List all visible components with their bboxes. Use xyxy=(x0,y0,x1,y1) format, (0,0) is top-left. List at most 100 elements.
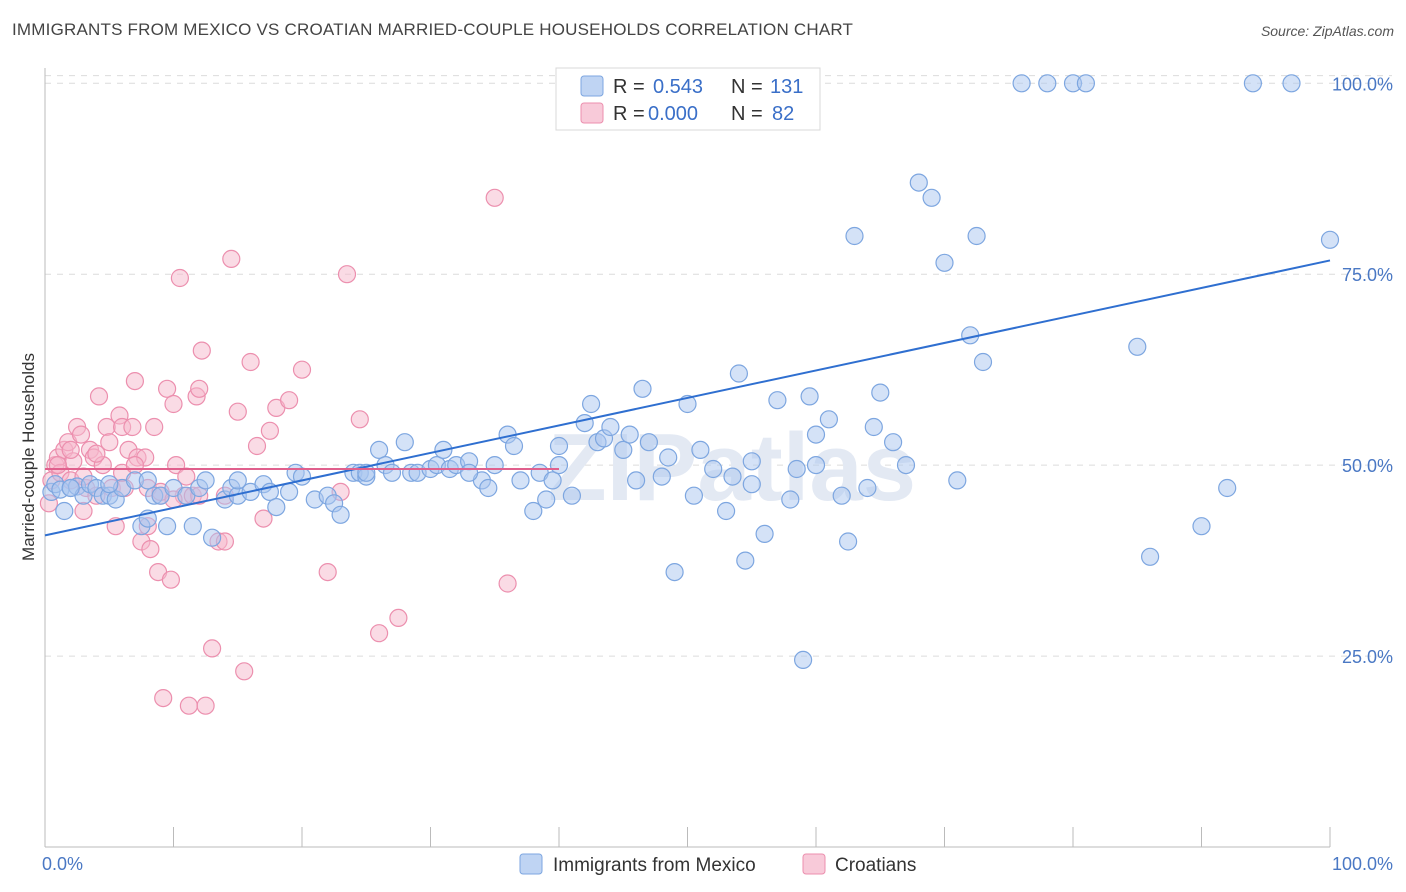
point-croatians-66 xyxy=(350,410,369,429)
point-mexico-55 xyxy=(479,478,498,498)
x-tick-label-min: 0.0% xyxy=(42,854,83,874)
point-mexico-115 xyxy=(1128,337,1147,356)
point-croatians-69 xyxy=(485,188,504,207)
y-tick-label-50: 50.0% xyxy=(1342,456,1393,476)
point-mexico-98 xyxy=(845,226,864,246)
point-croatians-56 xyxy=(241,352,260,372)
point-croatians-41 xyxy=(170,268,189,288)
point-croatians-72 xyxy=(61,440,80,459)
point-mexico-99 xyxy=(858,478,877,498)
point-mexico-111 xyxy=(1012,74,1031,93)
point-mexico-89 xyxy=(768,391,787,410)
legend-r-label-croatians: R = xyxy=(613,103,645,125)
point-mexico-74 xyxy=(633,379,652,398)
point-mexico-23 xyxy=(196,471,215,490)
point-croatians-32 xyxy=(141,539,160,559)
point-mexico-85 xyxy=(729,364,749,383)
y-tick-label-100: 100.0% xyxy=(1332,74,1393,94)
point-croatians-16 xyxy=(89,387,109,406)
point-mexico-18 xyxy=(158,517,177,536)
point-mexico-119 xyxy=(1243,74,1263,93)
point-croatians-59 xyxy=(260,421,279,440)
point-mexico-128 xyxy=(549,456,569,475)
point-croatians-27 xyxy=(125,372,144,391)
point-mexico-120 xyxy=(1282,74,1301,93)
point-mexico-84 xyxy=(723,467,742,486)
point-mexico-95 xyxy=(819,410,839,429)
point-mexico-38 xyxy=(331,505,350,524)
point-mexico-92 xyxy=(793,650,813,670)
point-mexico-130 xyxy=(806,456,826,475)
bottom-legend-swatch-mexico xyxy=(519,853,543,875)
point-croatians-49 xyxy=(196,696,215,715)
point-mexico-31 xyxy=(267,498,286,517)
point-mexico-32 xyxy=(280,482,299,501)
point-mexico-106 xyxy=(935,253,954,272)
point-mexico-86 xyxy=(736,551,755,570)
point-mexico-104 xyxy=(909,173,928,192)
y-tick-label-25: 25.0% xyxy=(1342,647,1393,667)
y-axis-label: Married-couple Households xyxy=(19,353,38,561)
point-mexico-127 xyxy=(460,463,479,482)
point-mexico-109 xyxy=(967,226,986,246)
point-mexico-83 xyxy=(716,501,736,521)
bottom-legend-label-croatians: Croatians xyxy=(835,855,916,876)
point-mexico-94 xyxy=(806,425,826,444)
point-mexico-60 xyxy=(524,501,543,521)
point-mexico-71 xyxy=(614,440,633,459)
point-mexico-87 xyxy=(742,475,761,494)
point-mexico-56 xyxy=(485,456,504,475)
point-mexico-42 xyxy=(370,440,389,459)
point-mexico-96 xyxy=(832,486,851,505)
point-mexico-73 xyxy=(626,471,646,490)
point-croatians-44 xyxy=(179,696,198,715)
point-croatians-53 xyxy=(222,249,241,268)
legend-n-value-croatians: 82 xyxy=(772,103,794,125)
x-tick-marks xyxy=(44,827,1331,847)
y-tick-label-75: 75.0% xyxy=(1342,265,1393,285)
point-mexico-110 xyxy=(973,352,993,372)
point-croatians-70 xyxy=(498,574,517,593)
point-mexico-100 xyxy=(864,417,883,437)
point-mexico-81 xyxy=(691,440,710,459)
point-croatians-36 xyxy=(154,688,173,708)
trendline-mexico xyxy=(44,259,1331,537)
points-layer xyxy=(39,74,1340,715)
point-mexico-65 xyxy=(562,486,582,505)
chart-title: IMMIGRANTS FROM MEXICO VS CROATIAN MARRI… xyxy=(12,20,854,39)
legend-swatch-croatians xyxy=(580,102,604,124)
point-croatians-37 xyxy=(158,379,177,398)
point-mexico-3 xyxy=(55,501,74,521)
point-mexico-44 xyxy=(382,463,402,482)
point-mexico-123 xyxy=(100,475,119,494)
point-mexico-58 xyxy=(504,436,524,456)
point-mexico-80 xyxy=(684,486,704,505)
point-mexico-62 xyxy=(537,490,556,509)
point-mexico-77 xyxy=(659,448,678,467)
legend-r-label-mexico: R = xyxy=(613,76,645,98)
point-croatians-55 xyxy=(235,662,254,681)
y-tick-labels: 100.0% 75.0% 50.0% 25.0% xyxy=(1332,74,1393,667)
point-croatians-61 xyxy=(280,391,299,410)
point-mexico-93 xyxy=(800,387,819,406)
point-croatians-50 xyxy=(203,639,222,658)
point-mexico-24 xyxy=(203,528,222,547)
point-croatians-11 xyxy=(74,501,93,521)
point-croatians-74 xyxy=(87,444,106,463)
point-mexico-63 xyxy=(543,471,562,490)
point-mexico-122 xyxy=(61,478,80,498)
point-mexico-117 xyxy=(1192,517,1211,536)
point-mexico-97 xyxy=(838,532,858,551)
point-mexico-76 xyxy=(652,467,671,486)
legend-n-label-croatians: N = xyxy=(731,103,763,125)
point-mexico-101 xyxy=(871,383,890,402)
point-mexico-102 xyxy=(883,433,903,452)
point-mexico-129 xyxy=(742,452,761,471)
point-croatians-38 xyxy=(161,570,180,589)
point-croatians-10 xyxy=(71,425,91,444)
point-croatians-47 xyxy=(190,379,209,398)
legend-n-label-mexico: N = xyxy=(731,76,763,98)
point-croatians-33 xyxy=(145,417,164,437)
legend-swatch-mexico xyxy=(580,75,604,97)
